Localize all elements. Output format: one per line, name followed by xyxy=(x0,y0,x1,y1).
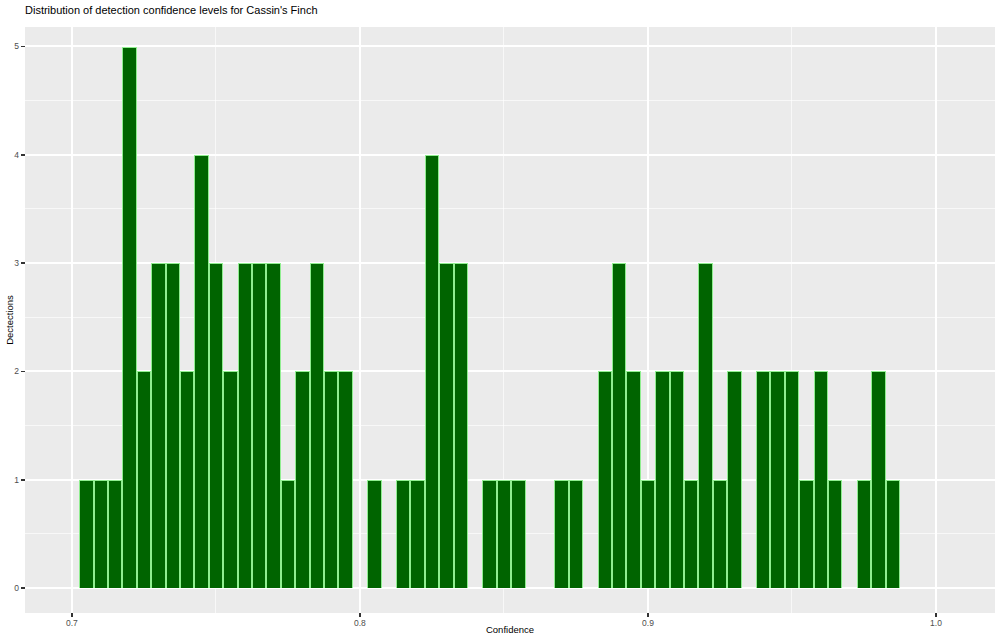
histogram-bar xyxy=(454,263,468,588)
x-gridline-major xyxy=(935,27,937,613)
y-tick-mark xyxy=(21,154,25,156)
histogram-bar xyxy=(180,371,194,588)
histogram-bar xyxy=(626,371,640,588)
histogram-bar xyxy=(785,371,799,588)
x-tick-mark xyxy=(647,613,649,617)
histogram-bar xyxy=(281,480,295,588)
y-tick-mark xyxy=(21,587,25,589)
x-tick-label: 0.8 xyxy=(354,618,366,628)
histogram-bar xyxy=(612,263,626,588)
histogram-bar xyxy=(799,480,813,588)
histogram-bar xyxy=(770,371,784,588)
chart-title: Distribution of detection confidence lev… xyxy=(25,4,318,16)
histogram-bar xyxy=(439,263,453,588)
y-tick-label: 4 xyxy=(3,150,19,160)
histogram-bar xyxy=(655,371,669,588)
histogram-bar xyxy=(79,480,93,588)
y-gridline-major xyxy=(25,45,995,47)
y-gridline-minor xyxy=(25,208,995,209)
histogram-bar xyxy=(828,480,842,588)
x-axis-label: Confidence xyxy=(486,624,534,635)
histogram-bar xyxy=(511,480,525,588)
histogram-bar xyxy=(238,263,252,588)
histogram-bar xyxy=(684,480,698,588)
histogram-bar xyxy=(698,263,712,588)
histogram-bar xyxy=(310,263,324,588)
histogram-bar xyxy=(641,480,655,588)
histogram-bar xyxy=(410,480,424,588)
histogram-bar xyxy=(569,480,583,588)
plot-panel xyxy=(25,27,995,613)
y-tick-mark xyxy=(21,479,25,481)
y-tick-label: 2 xyxy=(3,366,19,376)
histogram-bar xyxy=(367,480,381,588)
histogram-bar xyxy=(252,263,266,588)
histogram-bar xyxy=(108,480,122,588)
y-tick-label: 1 xyxy=(3,475,19,485)
y-axis-label: Dectections xyxy=(4,295,15,345)
histogram-bar xyxy=(94,480,108,588)
histogram-bar xyxy=(122,47,136,589)
x-gridline-major xyxy=(71,27,73,613)
histogram-bar xyxy=(857,480,871,588)
y-gridline-minor xyxy=(25,100,995,101)
x-tick-label: 1.0 xyxy=(930,618,942,628)
histogram-bar xyxy=(396,480,410,588)
histogram-bar xyxy=(209,263,223,588)
x-tick-label: 0.7 xyxy=(66,618,78,628)
histogram-bar xyxy=(670,371,684,588)
x-tick-mark xyxy=(935,613,937,617)
histogram-bar xyxy=(886,480,900,588)
histogram-bar xyxy=(137,371,151,588)
y-tick-mark xyxy=(21,371,25,373)
histogram-bar xyxy=(713,480,727,588)
x-gridline-major xyxy=(359,27,361,613)
y-gridline-major xyxy=(25,154,995,156)
y-tick-mark xyxy=(21,262,25,264)
histogram-bar xyxy=(756,371,770,588)
y-tick-label: 3 xyxy=(3,258,19,268)
histogram-bar xyxy=(295,371,309,588)
histogram-figure: Distribution of detection confidence lev… xyxy=(0,0,1000,642)
y-tick-label: 0 xyxy=(3,583,19,593)
histogram-bar xyxy=(554,480,568,588)
histogram-bar xyxy=(338,371,352,588)
histogram-bar xyxy=(324,371,338,588)
y-tick-label: 5 xyxy=(3,41,19,51)
y-tick-mark xyxy=(21,46,25,48)
x-tick-mark xyxy=(359,613,361,617)
histogram-bar xyxy=(266,263,280,588)
x-tick-mark xyxy=(71,613,73,617)
histogram-bar xyxy=(871,371,885,588)
histogram-bar xyxy=(223,371,237,588)
histogram-bar xyxy=(497,480,511,588)
histogram-bar xyxy=(814,371,828,588)
histogram-bar xyxy=(598,371,612,588)
x-tick-label: 0.9 xyxy=(642,618,654,628)
histogram-bar xyxy=(166,263,180,588)
histogram-bar xyxy=(194,155,208,588)
histogram-bar xyxy=(727,371,741,588)
histogram-bar xyxy=(151,263,165,588)
histogram-bar xyxy=(482,480,496,588)
histogram-bar xyxy=(425,155,439,588)
